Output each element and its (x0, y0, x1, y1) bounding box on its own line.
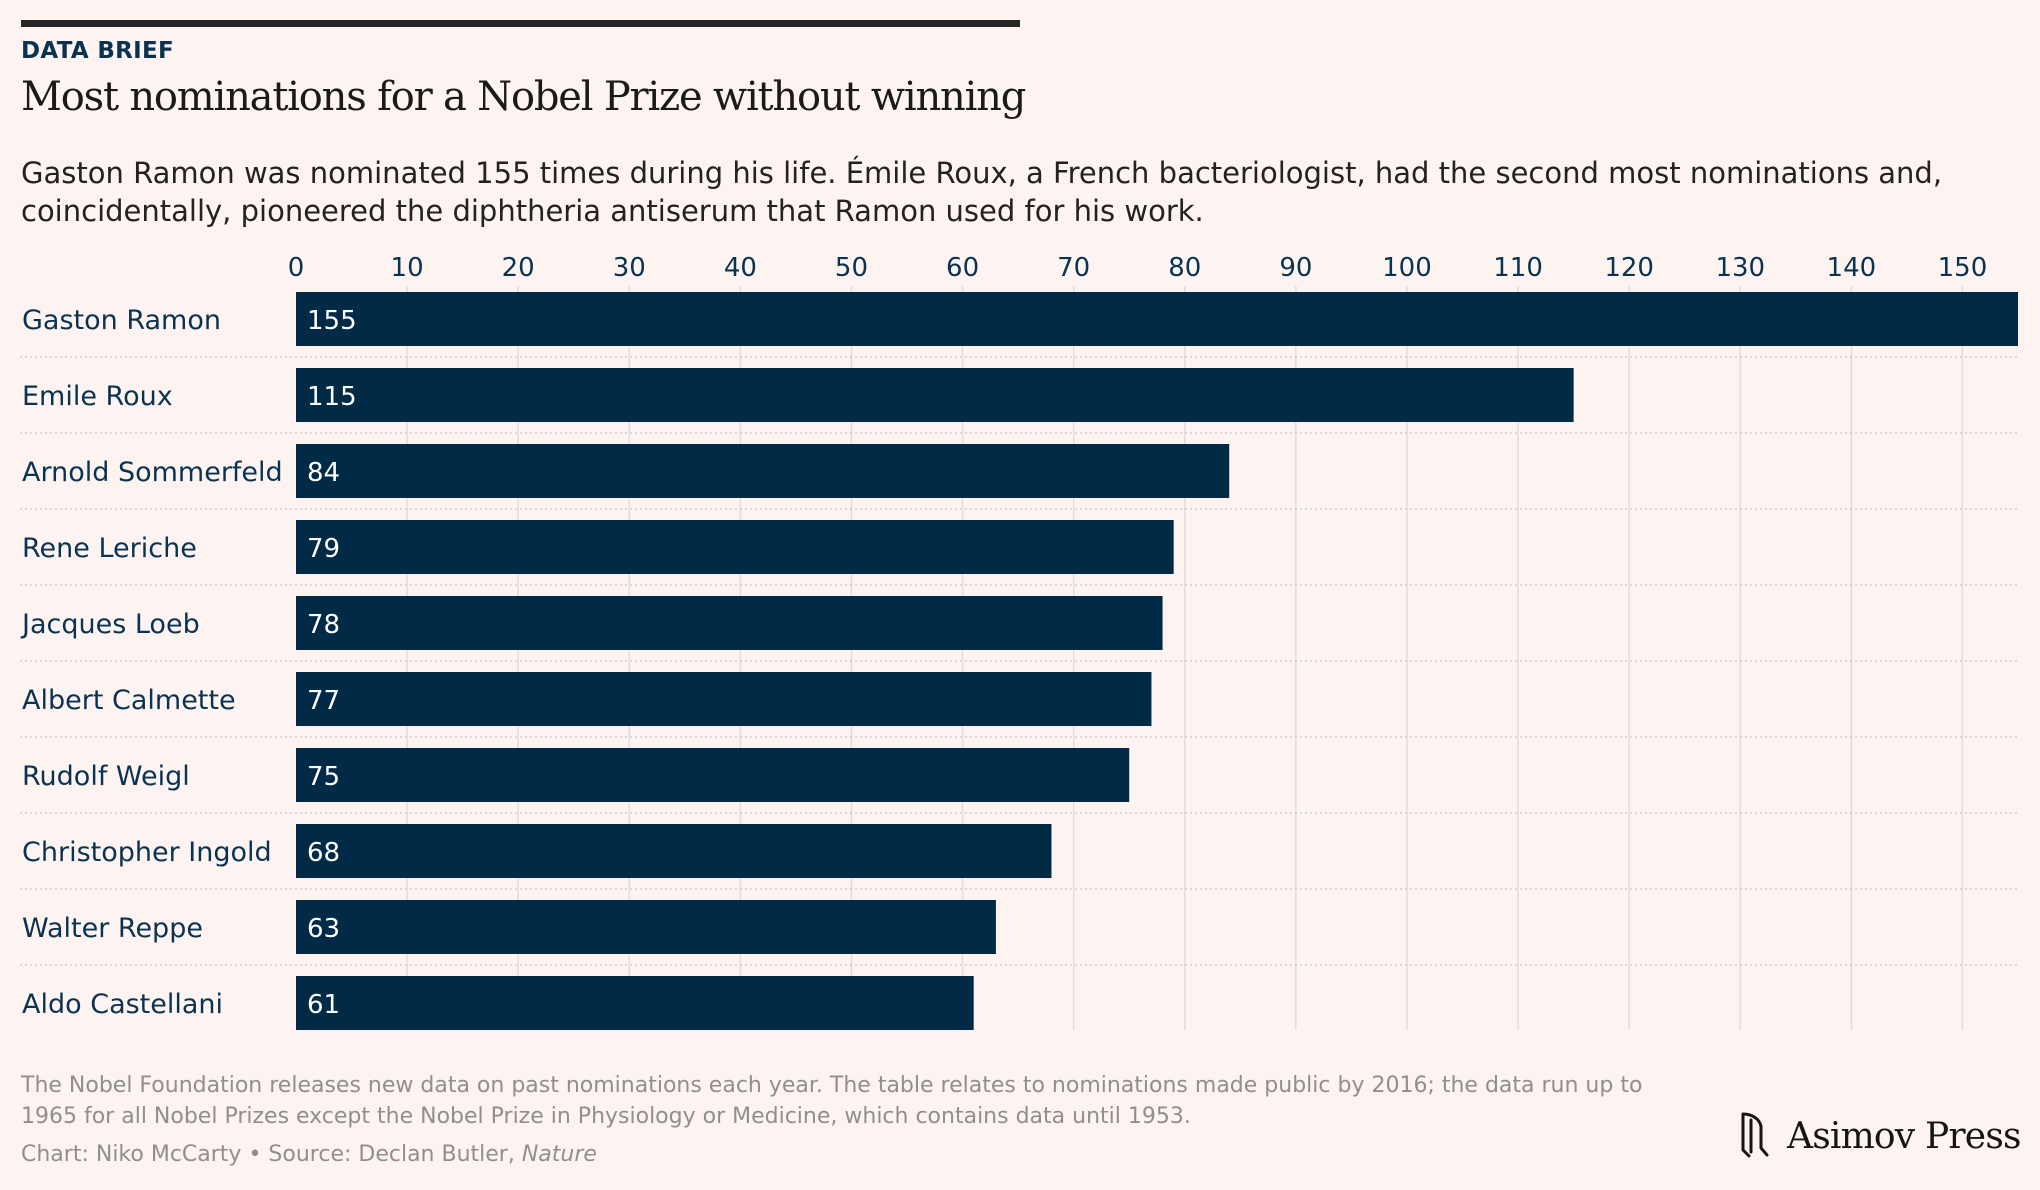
value-label: 77 (307, 686, 340, 716)
x-tick-label: 30 (613, 253, 646, 283)
category-labels: Gaston Ramon Emile Roux Arnold Sommerfeld R… (20, 305, 283, 1020)
value-label: 155 (307, 306, 357, 336)
category-label: Arnold Sommerfeld (22, 457, 283, 488)
x-axis: 0 10 20 30 40 50 60 70 80 90 100 110 120 130 140 150 (288, 253, 1988, 283)
category-label: Walter Reppe (22, 913, 203, 944)
credit-text: Chart: Niko McCarty • Source: Declan But… (21, 1142, 522, 1167)
x-tick-label: 10 (391, 253, 424, 283)
category-label: Gaston Ramon (22, 305, 221, 336)
chart-subtitle: Gaston Ramon was nominated 155 times dur… (21, 156, 1943, 228)
x-tick-label: 110 (1493, 253, 1543, 283)
top-rule (21, 20, 1020, 27)
x-tick-label: 150 (1938, 253, 1988, 283)
x-tick-label: 140 (1827, 253, 1877, 283)
bar (296, 748, 1130, 802)
kicker: DATA BRIEF (21, 38, 175, 64)
asimov-press-logo-icon (1737, 1108, 1773, 1164)
value-labels: 155 115 84 79 78 77 75 68 63 61 (307, 306, 357, 1020)
x-tick-label: 90 (1279, 253, 1312, 283)
category-label: Aldo Castellani (22, 989, 223, 1020)
x-tick-label: 70 (1057, 253, 1090, 283)
x-tick-label: 80 (1168, 253, 1201, 283)
x-tick-label: 50 (835, 253, 868, 283)
brand: Asimov Press (1737, 1108, 2021, 1164)
bar-chart: 0 10 20 30 40 50 60 70 80 90 100 110 120 130 140 150 Ga… (20, 253, 2018, 1030)
value-label: 84 (307, 458, 340, 488)
brand-name: Asimov Press (1787, 1115, 2021, 1157)
bar (296, 444, 1230, 498)
bar (296, 596, 1163, 650)
x-tick-label: 120 (1604, 253, 1654, 283)
x-tick-label: 100 (1382, 253, 1432, 283)
source-publication: Nature (521, 1142, 597, 1167)
credit-line: Chart: Niko McCarty • Source: Declan But… (21, 1142, 597, 1167)
category-label: Rene Leriche (22, 533, 197, 564)
category-label: Emile Roux (22, 381, 173, 412)
bar (296, 976, 974, 1030)
value-label: 115 (307, 382, 357, 412)
category-label: Christopher Ingold (22, 837, 272, 868)
bar (296, 900, 996, 954)
x-tick-label: 40 (724, 253, 757, 283)
value-label: 78 (307, 610, 340, 640)
bar (296, 672, 1152, 726)
bar (296, 520, 1174, 574)
footnote: The Nobel Foundation releases new data o… (21, 1073, 1643, 1129)
category-label: Albert Calmette (22, 685, 236, 716)
category-label: Rudolf Weigl (22, 761, 190, 792)
value-label: 63 (307, 914, 340, 944)
x-tick-label: 0 (288, 253, 305, 283)
x-tick-label: 60 (946, 253, 979, 283)
category-label: Jacques Loeb (20, 609, 200, 640)
x-tick-label: 130 (1715, 253, 1765, 283)
chart-title: Most nominations for a Nobel Prize witho… (21, 74, 1026, 120)
x-tick-label: 20 (502, 253, 535, 283)
value-label: 61 (307, 990, 340, 1020)
value-label: 79 (307, 534, 340, 564)
bar (296, 824, 1052, 878)
value-label: 75 (307, 762, 340, 792)
row-separators (20, 356, 2018, 966)
bars (296, 292, 2018, 1030)
value-label: 68 (307, 838, 340, 868)
bar (296, 368, 1574, 422)
bar (296, 292, 2018, 346)
